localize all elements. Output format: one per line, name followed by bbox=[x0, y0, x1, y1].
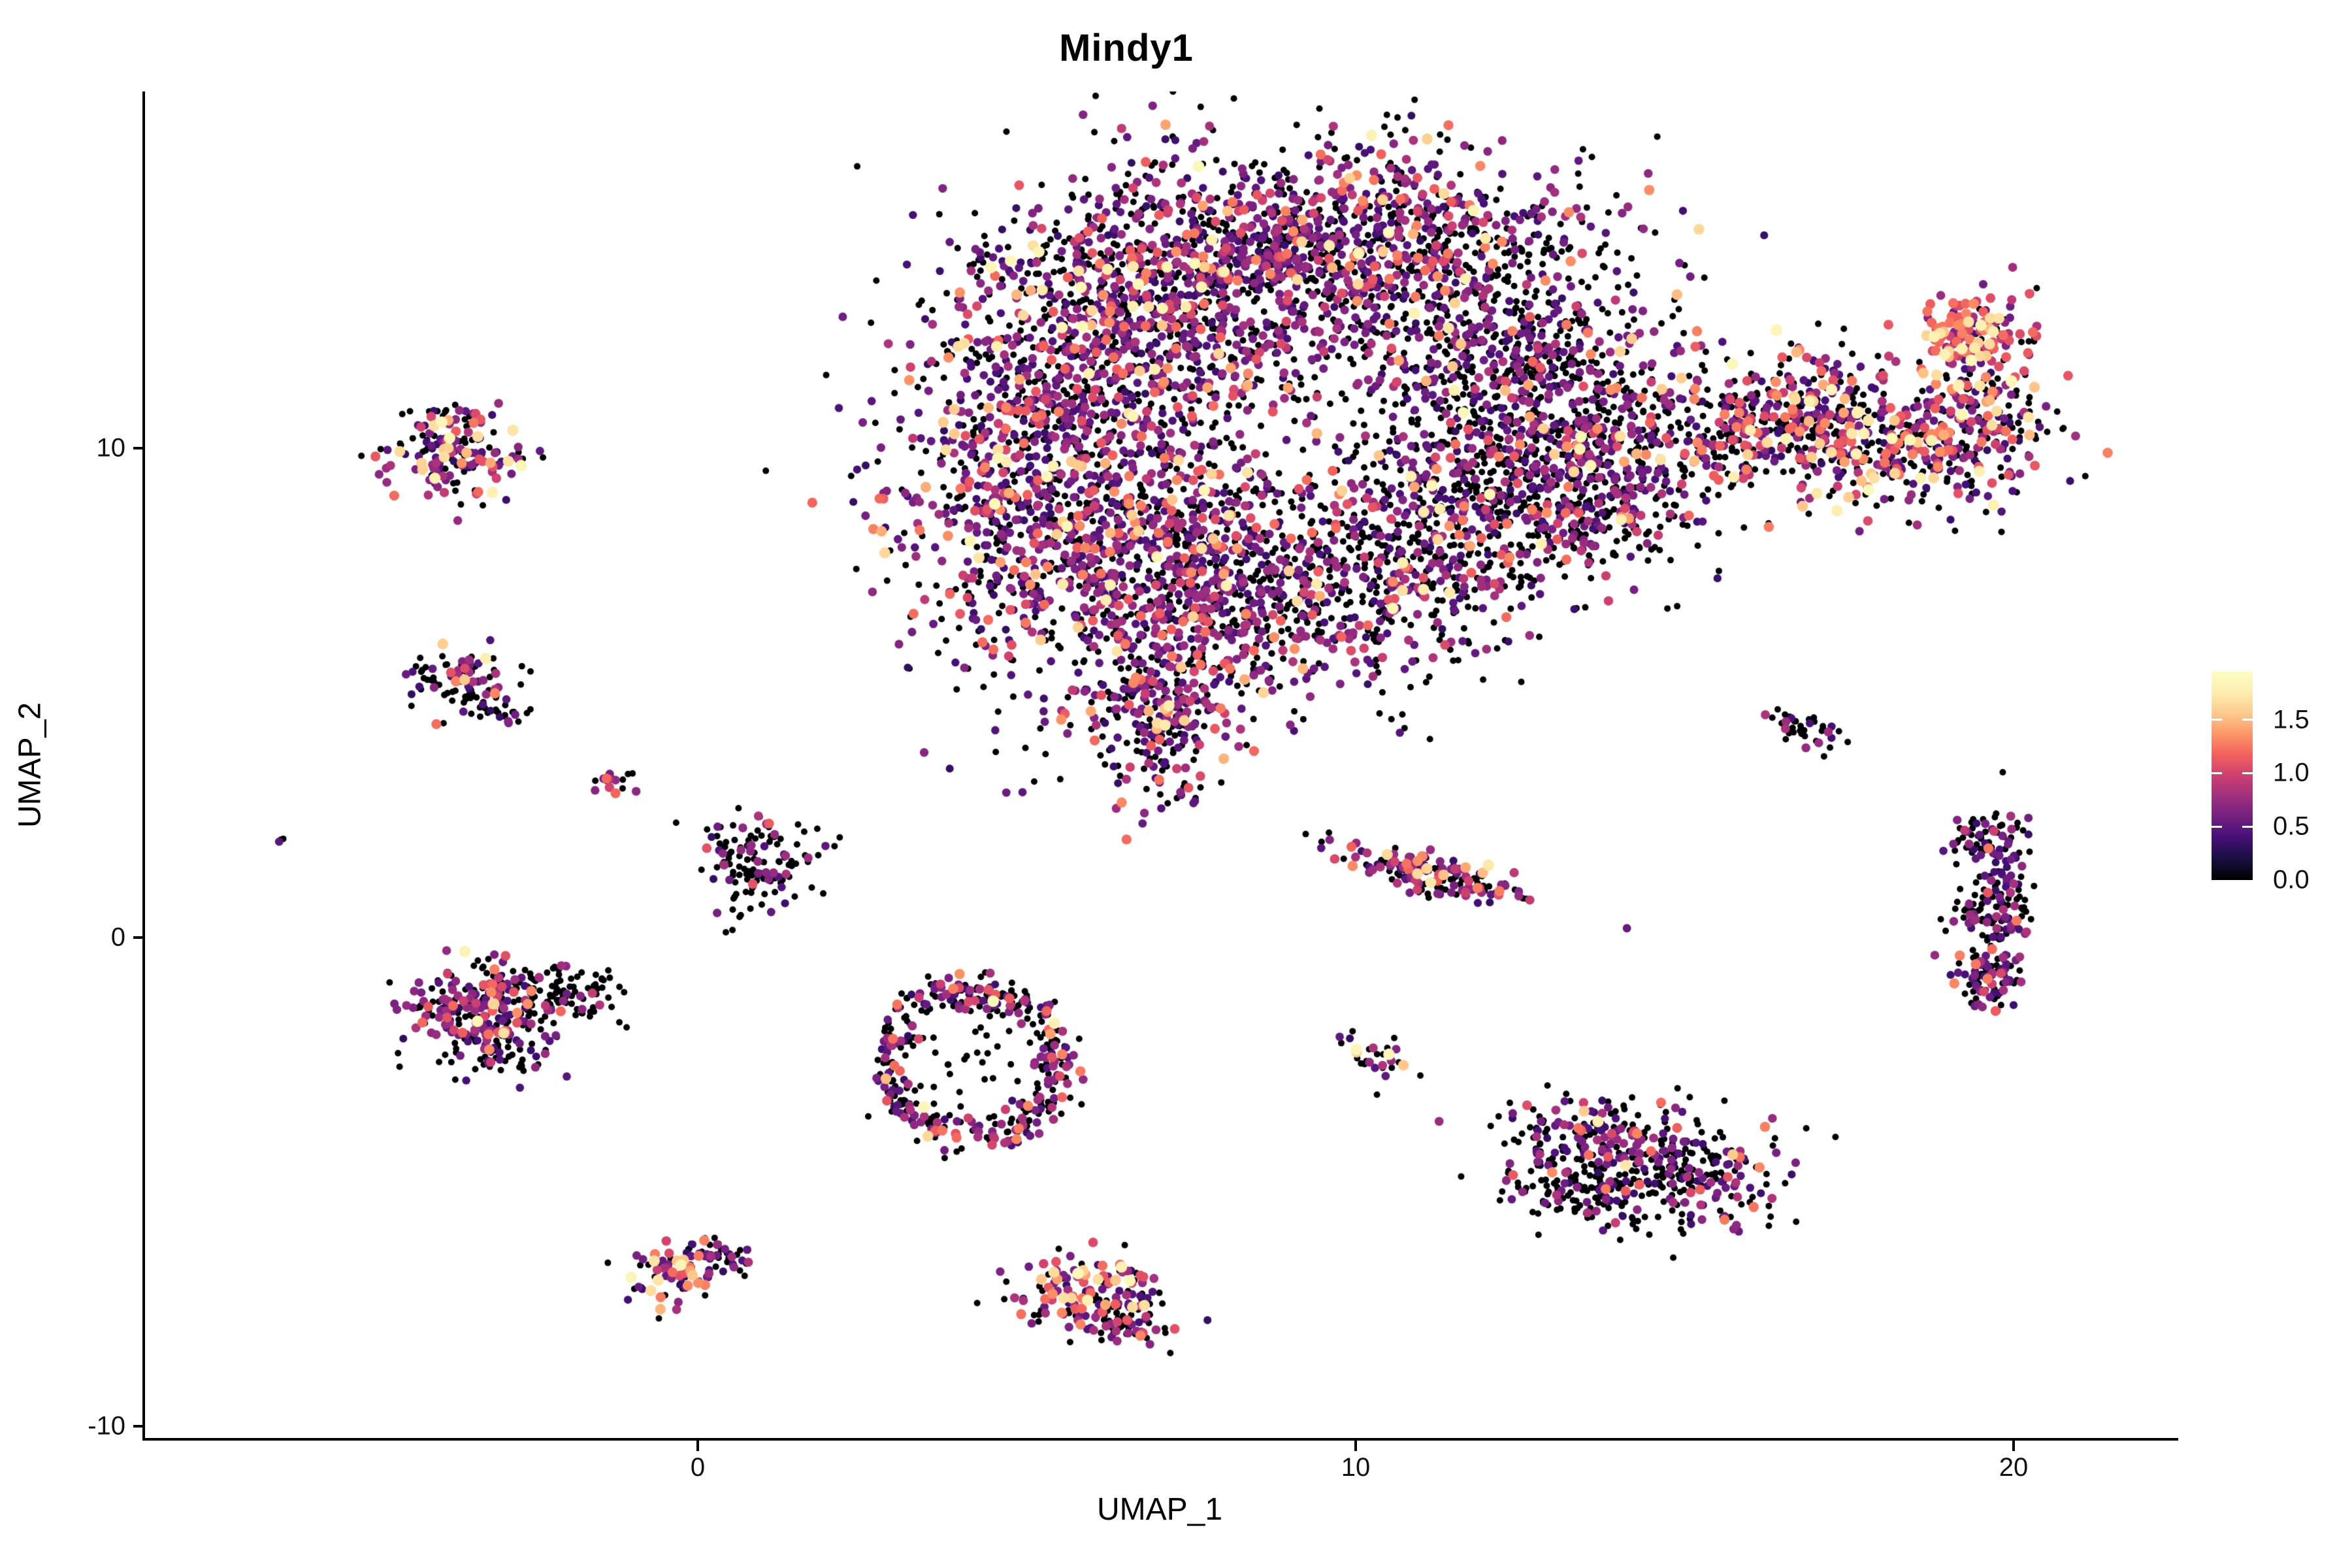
color-legend: 1.5 1.0 0.5 0.0 bbox=[2212, 672, 2352, 907]
legend-label: 1.5 bbox=[2273, 705, 2310, 734]
legend-label: 1.0 bbox=[2273, 758, 2310, 787]
x-tick-label: 10 bbox=[1341, 1453, 1371, 1482]
x-tick-mark bbox=[1354, 1441, 1357, 1451]
legend-tick-mark bbox=[2212, 825, 2222, 828]
legend-tick-mark bbox=[2242, 772, 2253, 774]
legend-label: 0.0 bbox=[2273, 865, 2310, 894]
legend-gradient-bar bbox=[2212, 672, 2253, 880]
scatter-points-canvas bbox=[144, 91, 2176, 1439]
y-tick-mark bbox=[133, 936, 142, 939]
y-tick-label: 0 bbox=[110, 923, 125, 951]
legend-tick-mark bbox=[2212, 719, 2222, 721]
y-axis-title: UMAP_2 bbox=[12, 702, 48, 828]
legend-tick-mark bbox=[2242, 719, 2253, 721]
x-tick-label: 20 bbox=[1999, 1453, 2029, 1482]
plot-title: Mindy1 bbox=[1059, 27, 1194, 69]
x-axis-line bbox=[142, 1438, 2178, 1441]
legend-tick-mark bbox=[2212, 772, 2222, 774]
y-tick-mark bbox=[133, 1425, 142, 1428]
y-tick-label: -10 bbox=[88, 1411, 125, 1441]
legend-label: 0.5 bbox=[2273, 811, 2310, 841]
legend-tick-mark bbox=[2242, 825, 2253, 828]
x-tick-mark bbox=[696, 1441, 699, 1451]
y-tick-mark bbox=[133, 447, 142, 449]
x-axis-title: UMAP_1 bbox=[1096, 1492, 1223, 1527]
y-tick-label: 10 bbox=[96, 433, 126, 463]
x-tick-mark bbox=[2012, 1441, 2015, 1451]
x-tick-label: 0 bbox=[690, 1453, 706, 1482]
